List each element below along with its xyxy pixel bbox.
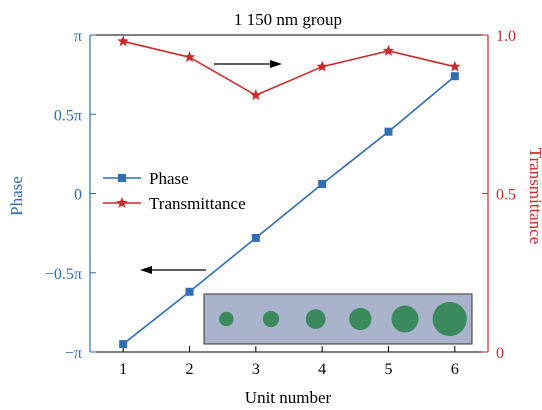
chart-title: 1 150 nm group — [234, 10, 342, 29]
series-phase-line — [122, 75, 456, 345]
inset-circle — [391, 305, 419, 333]
y-left-tick-label: 0.5π — [54, 107, 82, 124]
series-phase-marker — [185, 287, 194, 296]
legend-transmittance-label: Transmittance — [149, 194, 246, 213]
inset-background — [203, 293, 473, 345]
y-left-tick-label: −π — [65, 345, 82, 362]
legend-transmittance-marker — [116, 197, 128, 208]
y-right-tick-label: 0.5 — [496, 187, 516, 204]
series-transmittance-marker — [449, 60, 461, 72]
inset-circle — [349, 307, 372, 331]
series-phase-marker — [251, 233, 260, 242]
axis-ticks: 1 2 3 4 5 6 −π −0.5π 0 0.5π π 0 0.5 1.0 — [45, 28, 516, 378]
arrow-left-head — [140, 266, 152, 274]
series-transmittance-marker — [316, 60, 328, 72]
series-phase-marker — [384, 127, 393, 136]
annotations — [140, 60, 282, 274]
series-transmittance-marker — [117, 35, 129, 47]
arrow-right-head — [270, 60, 282, 68]
legend-phase-label: Phase — [149, 169, 189, 188]
inset-circle — [432, 301, 467, 337]
series-transmittance-marker — [183, 51, 196, 63]
legend: Phase Transmittance — [103, 169, 246, 213]
series-transmittance-line — [122, 40, 456, 97]
x-tick-label: 1 — [119, 361, 127, 378]
data-series — [117, 35, 461, 349]
y-left-tick-label: −0.5π — [45, 266, 82, 283]
x-tick-label: 4 — [318, 361, 326, 378]
x-tick-label: 3 — [252, 361, 260, 378]
x-tick-label: 6 — [451, 361, 459, 378]
x-tick-label: 2 — [186, 361, 194, 378]
y-axis-right-label: Transmittance — [526, 148, 542, 245]
unit-cell-inset — [203, 293, 473, 345]
inset-circle — [219, 311, 234, 327]
series-phase-marker — [119, 340, 128, 349]
inset-circle — [262, 310, 280, 328]
series-phase-marker — [450, 72, 459, 81]
y-right-tick-label: 0 — [496, 345, 504, 362]
y-axis-left-label: Phase — [7, 176, 26, 216]
series-transmittance-marker — [250, 89, 262, 101]
series-phase-marker — [318, 179, 327, 188]
axis-labels: 1 150 nm group Unit number Phase Transmi… — [7, 10, 542, 407]
y-left-tick-label: 0 — [74, 187, 82, 204]
series-transmittance-marker — [382, 44, 395, 56]
y-left-tick-label: π — [74, 28, 82, 45]
x-tick-label: 5 — [385, 361, 393, 378]
inset-circle — [305, 309, 326, 329]
y-right-tick-label: 1.0 — [496, 28, 516, 45]
legend-phase-marker — [118, 174, 126, 182]
x-axis-label: Unit number — [245, 388, 332, 407]
